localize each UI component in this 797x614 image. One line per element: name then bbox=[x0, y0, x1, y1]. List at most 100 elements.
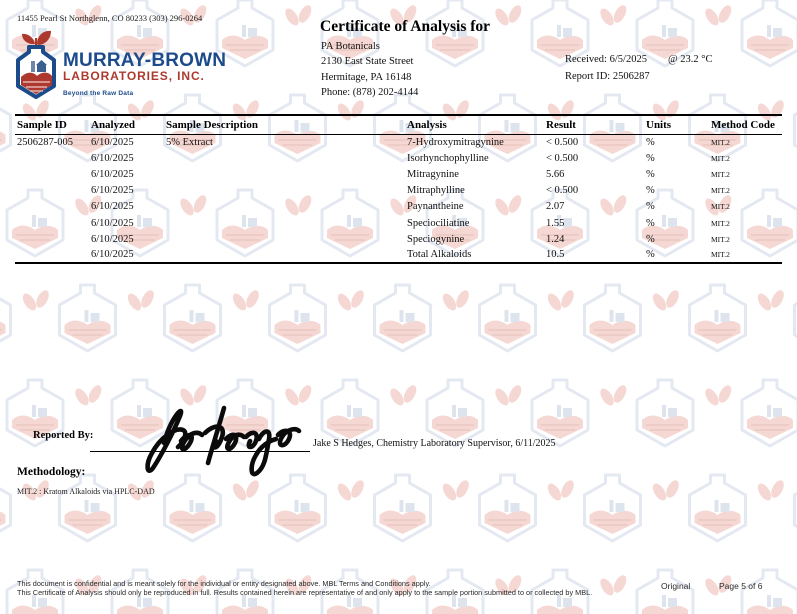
logo-tagline: Beyond the Raw Data bbox=[63, 90, 134, 97]
client-street: 2130 East State Street bbox=[321, 56, 414, 68]
logo-subname: LABORATORIES, INC. bbox=[63, 69, 205, 83]
cell-analyzed: 6/10/2025 bbox=[91, 249, 134, 261]
logo-text: MURRAY-BROWN LABORATORIES, INC. Beyond t… bbox=[63, 51, 226, 106]
cell-units: % bbox=[646, 185, 655, 197]
cell-analysis: Speciogynine bbox=[407, 233, 465, 245]
cell-analysis: Speciociliatine bbox=[407, 217, 470, 229]
certificate-title: Certificate of Analysis for bbox=[320, 18, 491, 35]
cell-analysis: Mitragynine bbox=[407, 169, 459, 181]
cell-units: % bbox=[646, 233, 655, 245]
cell-analyzed: 6/10/2025 bbox=[91, 217, 134, 229]
cell-result: 5.66 bbox=[546, 169, 565, 181]
cell-description bbox=[164, 215, 405, 231]
col-header-units: Units bbox=[644, 115, 709, 135]
footer-copy-type: Original bbox=[661, 581, 691, 591]
cell-units: % bbox=[646, 153, 655, 165]
cell-result: < 0.500 bbox=[546, 153, 579, 165]
cell-units: % bbox=[646, 249, 655, 261]
report-meta-block: Received: 6/5/2025 @ 23.2 °C Report ID: … bbox=[565, 51, 713, 85]
cell-units: % bbox=[646, 137, 655, 149]
report-id: Report ID: 2506287 bbox=[565, 71, 650, 82]
cell-method: MIT.2 bbox=[711, 138, 730, 148]
col-header-result: Result bbox=[544, 115, 644, 135]
cell-units: % bbox=[646, 201, 655, 213]
footer-page-number: Page 5 of 6 bbox=[719, 581, 763, 591]
logo-name: MURRAY-BROWN bbox=[63, 50, 227, 71]
cell-analyzed: 6/10/2025 bbox=[91, 169, 134, 181]
cell-analyzed: 6/10/2025 bbox=[91, 201, 134, 213]
table-row: 6/10/2025 Mitragynine 5.66% MIT.2 bbox=[15, 167, 782, 183]
cell-description: 5% Extract bbox=[166, 137, 213, 149]
cell-units: % bbox=[646, 169, 655, 181]
cell-method: MIT.2 bbox=[711, 250, 730, 260]
methodology-item: MIT.2 : Kratom Alkaloids via HPLC-DAD bbox=[17, 487, 155, 496]
cell-analysis: 7-Hydroxymitragynine bbox=[407, 137, 504, 149]
cell-analysis: Mitraphylline bbox=[407, 185, 465, 197]
cell-description bbox=[164, 183, 405, 199]
cell-sample-id bbox=[15, 247, 89, 263]
cell-result: 1.24 bbox=[546, 233, 565, 245]
cell-analyzed: 6/10/2025 bbox=[91, 137, 134, 149]
cell-description bbox=[164, 167, 405, 183]
table-header-row: Sample ID Analyzed Sample Description An… bbox=[15, 115, 782, 135]
lab-address: 11455 Pearl St Northglenn, CO 80233 (303… bbox=[17, 13, 203, 23]
signer-name-title-date: Jake S Hedges, Chemistry Laboratory Supe… bbox=[313, 438, 556, 449]
cell-sample-id bbox=[15, 151, 89, 167]
client-address-block: PA Botanicals 2130 East State Street Her… bbox=[321, 39, 418, 100]
signature-image bbox=[145, 405, 302, 477]
col-header-sample-description: Sample Description bbox=[164, 115, 405, 135]
received-date: Received: 6/5/2025 bbox=[565, 54, 647, 65]
cell-analysis: Paynantheine bbox=[407, 201, 464, 213]
cell-method: MIT.2 bbox=[711, 170, 730, 180]
table-row: 6/10/2025 Speciogynine 1.24% MIT.2 bbox=[15, 231, 782, 247]
cell-method: MIT.2 bbox=[711, 154, 730, 164]
cell-result: 2.07 bbox=[546, 201, 565, 213]
cell-method: MIT.2 bbox=[711, 218, 730, 228]
cell-sample-id: 2506287-005 bbox=[17, 137, 73, 149]
cell-analyzed: 6/10/2025 bbox=[91, 233, 134, 245]
client-city: Hermitage, PA 16148 bbox=[321, 71, 412, 83]
signature-line bbox=[90, 451, 310, 452]
lab-logo: MURRAY-BROWN LABORATORIES, INC. Beyond t… bbox=[14, 30, 226, 106]
cell-result: 10.5 bbox=[546, 249, 565, 261]
methodology-heading: Methodology: bbox=[17, 466, 86, 478]
cell-method: MIT.2 bbox=[711, 186, 730, 196]
col-header-analysis: Analysis bbox=[405, 115, 544, 135]
table-row: 6/10/2025 Mitraphylline < 0.500% MIT.2 bbox=[15, 183, 782, 199]
received-temperature: @ 23.2 °C bbox=[668, 54, 713, 65]
cell-analysis: Isorhynchophylline bbox=[407, 153, 489, 165]
flask-logo-icon bbox=[16, 30, 56, 99]
col-header-method-code: Method Code bbox=[709, 115, 782, 135]
table-row: 2506287-005 6/10/2025 5% Extract 7-Hydroxym… bbox=[15, 135, 782, 151]
cell-result: < 0.500 bbox=[546, 185, 579, 197]
cell-method: MIT.2 bbox=[711, 202, 730, 212]
results-table: Sample ID Analyzed Sample Description An… bbox=[15, 114, 782, 265]
cell-method: MIT.2 bbox=[711, 234, 730, 244]
cell-sample-id bbox=[15, 199, 89, 215]
col-header-analyzed: Analyzed bbox=[89, 115, 164, 135]
cell-sample-id bbox=[15, 167, 89, 183]
footer-disclaimer-line2: This Certificate of Analysis should only… bbox=[17, 588, 593, 598]
cell-units: % bbox=[646, 217, 655, 229]
cell-description bbox=[164, 247, 405, 263]
cell-result: < 0.500 bbox=[546, 137, 579, 149]
client-name: PA Botanicals bbox=[321, 41, 380, 52]
cell-sample-id bbox=[15, 231, 89, 247]
cell-analyzed: 6/10/2025 bbox=[91, 153, 134, 165]
cell-sample-id bbox=[15, 215, 89, 231]
reported-by-label: Reported By: bbox=[33, 430, 94, 441]
cell-description bbox=[164, 151, 405, 167]
cell-description bbox=[164, 231, 405, 247]
cell-description bbox=[164, 199, 405, 215]
cell-result: 1.55 bbox=[546, 217, 565, 229]
table-row: 6/10/2025 Total Alkaloids 10.5% MIT.2 bbox=[15, 247, 782, 263]
footer-disclaimer: This document is confidential and is mea… bbox=[17, 579, 592, 597]
cell-analyzed: 6/10/2025 bbox=[91, 185, 134, 197]
footer-disclaimer-line1: This document is confidential and is mea… bbox=[17, 579, 431, 588]
client-phone: Phone: (878) 202-4144 bbox=[321, 86, 419, 98]
received-row: Received: 6/5/2025 @ 23.2 °C bbox=[565, 51, 713, 68]
table-row: 6/10/2025 Speciociliatine 1.55% MIT.2 bbox=[15, 215, 782, 231]
results-table-body: 2506287-005 6/10/2025 5% Extract 7-Hydroxym… bbox=[15, 135, 782, 264]
col-header-sample-id: Sample ID bbox=[15, 115, 89, 135]
table-row: 6/10/2025 Isorhynchophylline < 0.500% MIT.2 bbox=[15, 151, 782, 167]
